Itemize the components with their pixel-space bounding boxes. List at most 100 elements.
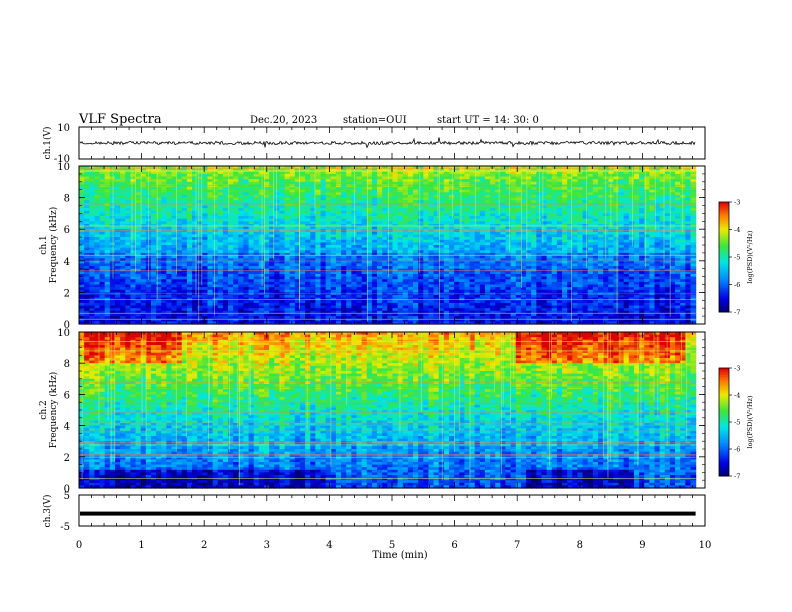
spectrogram-cell bbox=[582, 184, 589, 188]
spectrogram-cell bbox=[356, 216, 363, 220]
spectrogram-cell bbox=[335, 171, 342, 175]
spectrogram-cell bbox=[320, 208, 327, 212]
spectrogram-cell bbox=[597, 197, 604, 201]
spectrogram-cell bbox=[423, 202, 430, 207]
spectrogram-cell bbox=[202, 184, 209, 188]
spectrogram-cell bbox=[299, 192, 306, 196]
spectrogram-cell bbox=[551, 192, 558, 196]
spectrogram-cell bbox=[186, 216, 193, 220]
spectrogram-cell bbox=[253, 221, 260, 225]
spectrogram-cell bbox=[84, 176, 90, 180]
spectrogram-cell bbox=[222, 194, 229, 199]
spectrogram-cell bbox=[382, 192, 388, 196]
spectrogram-cell bbox=[541, 216, 548, 220]
spectrogram-cell bbox=[228, 179, 234, 183]
spectrogram-cell bbox=[166, 187, 173, 191]
spectrogram-cell bbox=[526, 176, 532, 180]
spectrogram-cell bbox=[233, 205, 239, 209]
spectrogram-cell bbox=[690, 197, 697, 201]
spectrogram-cell bbox=[613, 218, 620, 222]
spectrogram-cell bbox=[166, 171, 173, 175]
spectrogram-cell bbox=[484, 184, 491, 188]
spectrogram-cell bbox=[618, 179, 625, 183]
spectrogram-cell bbox=[274, 173, 280, 178]
spectrogram-cell bbox=[197, 181, 203, 186]
spectrogram-cell bbox=[387, 200, 394, 204]
spectrogram-cell bbox=[454, 205, 460, 209]
spectrogram-cell bbox=[675, 216, 681, 220]
spectrogram-cell bbox=[346, 171, 352, 175]
spectrogram-cell bbox=[541, 221, 548, 225]
spectrogram-cell bbox=[443, 184, 450, 188]
spectrogram-cell bbox=[675, 205, 681, 209]
spectrogram-cell bbox=[269, 166, 275, 170]
spectrogram-cell bbox=[366, 192, 373, 196]
spectrogram-cell bbox=[320, 192, 327, 196]
spectrogram-cell bbox=[299, 213, 306, 217]
spectrogram-cell bbox=[500, 194, 507, 199]
spectrogram-cell bbox=[114, 189, 121, 193]
spectrogram-cell bbox=[669, 166, 676, 170]
spectrogram-cell bbox=[284, 166, 291, 170]
spectrogram-cell bbox=[150, 202, 157, 207]
spectrogram-cell bbox=[654, 194, 661, 199]
spectrogram-cell bbox=[305, 213, 311, 217]
spectrogram-cell bbox=[551, 194, 558, 199]
spectrogram-cell bbox=[284, 171, 291, 175]
spectrogram-cell bbox=[171, 205, 178, 209]
spectrogram-cell bbox=[366, 179, 373, 183]
spectrogram-cell bbox=[79, 210, 85, 214]
spectrogram-cell bbox=[79, 200, 85, 204]
spectrogram-cell bbox=[217, 189, 224, 193]
spectrogram-cell bbox=[464, 202, 471, 207]
spectrogram-cell bbox=[94, 171, 101, 175]
spectrogram-cell bbox=[664, 200, 671, 204]
spectrogram-cell bbox=[192, 189, 198, 193]
spectrogram-cell bbox=[104, 187, 111, 191]
spectrogram-cell bbox=[84, 205, 90, 209]
spectrogram-cell bbox=[392, 210, 399, 214]
spectrogram-cell bbox=[469, 187, 476, 191]
spectrogram-cell bbox=[356, 171, 363, 175]
spectrogram-cell bbox=[176, 189, 183, 193]
spectrogram-cell bbox=[289, 176, 296, 180]
spectrogram-cell bbox=[669, 194, 676, 199]
spectrogram-cell bbox=[89, 210, 96, 214]
spectrogram-cell bbox=[217, 221, 224, 225]
spectrogram-cell bbox=[654, 173, 661, 178]
spectrogram-cell bbox=[279, 218, 286, 222]
spectrogram-cell bbox=[335, 194, 342, 199]
spectrogram-cell bbox=[546, 202, 553, 207]
spectrogram-cell bbox=[104, 179, 111, 183]
spectrogram-cell bbox=[541, 166, 548, 170]
spectrogram-cell bbox=[520, 208, 527, 212]
spectrogram-cell bbox=[397, 194, 404, 199]
spectrogram-cell bbox=[454, 213, 460, 217]
spectrogram-cell bbox=[392, 187, 399, 191]
spectrogram-cell bbox=[371, 171, 378, 175]
spectrogram-cell bbox=[685, 189, 692, 193]
spectrogram-cell bbox=[526, 208, 532, 212]
spectrogram-cell bbox=[130, 216, 137, 220]
spectrogram-cell bbox=[587, 187, 594, 191]
spectrogram-cell bbox=[207, 176, 214, 180]
spectrogram-cell bbox=[320, 197, 327, 201]
spectrogram-cell bbox=[130, 187, 137, 191]
spectrogram-cell bbox=[330, 216, 337, 220]
spectrogram-cell bbox=[592, 208, 599, 212]
spectrogram-cell bbox=[685, 205, 692, 209]
spectrogram-cell bbox=[623, 210, 630, 214]
spectrogram-cell bbox=[392, 218, 399, 222]
spectrogram-cell bbox=[238, 184, 245, 188]
spectrogram-cell bbox=[120, 189, 126, 193]
spectrogram-cell bbox=[669, 181, 676, 186]
spectrogram-cell bbox=[125, 184, 131, 188]
spectrogram-cell bbox=[490, 192, 496, 196]
spectrogram-cell bbox=[690, 221, 697, 225]
spectrogram-cell bbox=[397, 216, 404, 220]
spectrogram-cell bbox=[675, 171, 681, 175]
spectrogram-cell bbox=[228, 173, 234, 178]
spectrogram-cell bbox=[520, 218, 527, 222]
spectrogram-cell bbox=[253, 205, 260, 209]
spectrogram-cell bbox=[150, 216, 157, 220]
